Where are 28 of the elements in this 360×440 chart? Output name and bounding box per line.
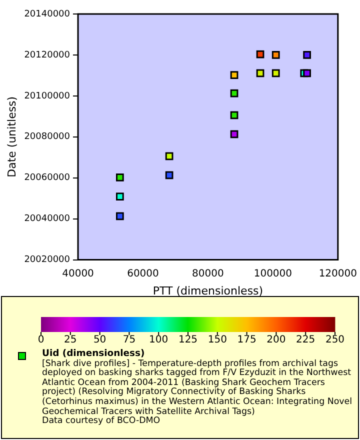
y-axis-title: Date (unitless) [5,96,18,178]
y-tick-label: 20080000 [24,132,70,142]
color-bar-label: 125 [178,334,198,346]
color-bar-label: 50 [93,334,106,346]
y-tick-label: 20140000 [24,9,70,20]
color-bar-label: 250 [325,334,345,346]
y-tick-label: 20040000 [24,214,70,224]
x-tick-label: 80000 [192,268,224,280]
y-tick-label: 20020000 [24,255,70,266]
color-bar-label: 150 [208,334,227,346]
y-tick-label: 20120000 [24,50,70,60]
color-bar-label: 25 [64,334,77,346]
color-bar-label: 75 [122,334,136,346]
color-bar-label: 225 [296,334,316,346]
text: [Shark dive profiles] - Temperature-depth profiles from archival tags deployed on basking sharks tagged from F/V Ezyduzit in the Northwest Atlantic Ocean from 2004-2011 (Basking Shark Geochem Tracers project) (Resolving Migratory Connectivity of Basking Sharks (Cetorhinus maximus) in the Western Atlantic Ocean: Integrating Novel Geochemical Tracers with Satellite Archival Tags) [42,358,354,417]
color-bar-label: 0 [38,334,44,346]
text: Data courtesy of BCO-DMO [42,416,162,427]
color-bar-label: 175 [237,334,256,346]
y-tick-label: 20100000 [24,91,70,102]
color-bar-label: 200 [266,334,286,346]
x-axis-title: PTT (dimensionless) [152,284,264,298]
x-tick-label: 40000 [62,268,94,280]
y-tick-label: 20060000 [24,173,70,184]
x-tick-label: 120000 [318,268,358,280]
color-bar-title: Uid (dimensionless) [42,348,145,359]
color-bar-label: 100 [149,334,168,346]
x-tick-label: 60000 [127,268,159,280]
x-tick-label: 100000 [254,268,292,280]
